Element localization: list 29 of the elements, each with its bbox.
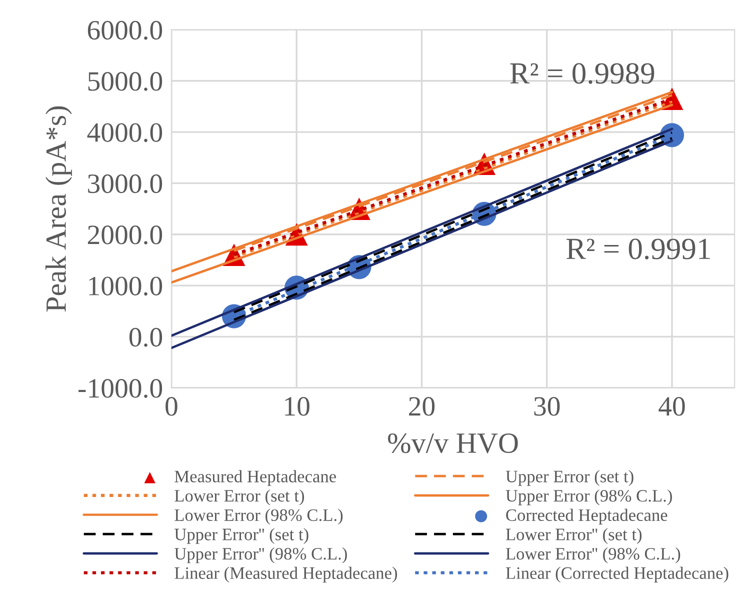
x-tick-label: 0 [166,397,178,416]
y-tick-label: 1000.0 [89,276,162,296]
y-tick-label: -1000.0 [78,379,162,398]
annotation: R² = 0.9989 [510,63,654,84]
x-tick-label: 30 [534,397,560,416]
legend-label: Corrected Heptadecane [506,508,668,525]
legend-label: Upper Error'' (set t) [174,528,308,544]
y-tick-label: 2000.0 [88,226,162,244]
legend-label: Linear (Measured Heptadecane) [174,566,398,582]
legend-label: Lower Error'' (98% C.L.) [506,547,680,564]
x-tick-label: 40 [658,397,685,416]
legend-label: Linear (Corrected Heptadecane) [506,566,728,582]
y-tick-label: 3000.0 [88,174,162,194]
legend-label: Lower Error (98% C.L.) [174,508,343,525]
y-tick-label: 0.0 [129,328,162,347]
legend-label: Lower Error (set t) [174,489,304,506]
legend-label: Lower Error'' (set t) [506,528,642,544]
legend-label: Measured Heptadecane [174,470,336,486]
y-tick-label: 6000.0 [88,20,162,40]
legend-label: Upper Error'' (98% C.L.) [174,547,347,564]
legend-label: Upper Error (98% C.L.) [506,489,672,506]
x-tick-label: 10 [285,397,310,416]
y-tick-label: 4000.0 [87,123,162,142]
legend-label: Upper Error (set t) [506,470,634,486]
x-axis-title: %v/v HVO [388,433,518,454]
annotation: R² = 0.9991 [566,238,710,260]
y-axis-title: Peak Area (pA*s) [45,106,72,312]
x-tick-label: 20 [409,397,435,416]
y-tick-label: 5000.0 [88,72,162,91]
